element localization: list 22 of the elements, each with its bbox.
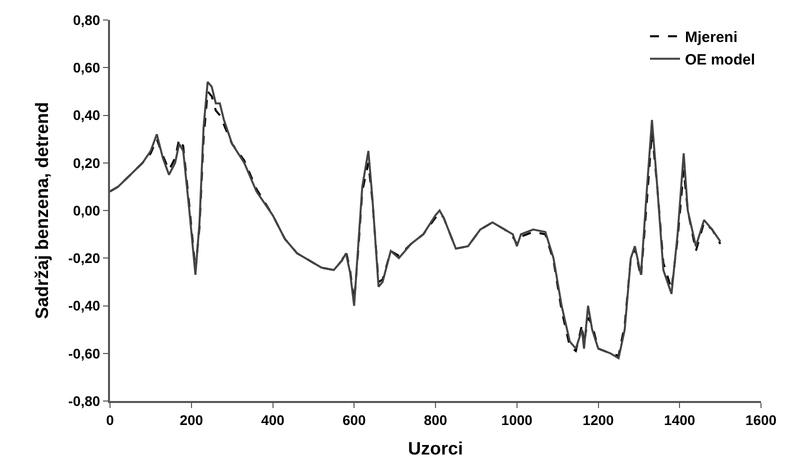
y-tick-label: 0,60: [72, 60, 100, 76]
x-tick-label: 1400: [664, 412, 696, 428]
x-tick-label: 0: [106, 412, 114, 428]
x-axis-title: Uzorci: [408, 438, 464, 458]
x-tick-label: 1000: [501, 412, 533, 428]
y-tick-label: 0,00: [72, 202, 100, 218]
legend-label: Mjereni: [685, 29, 738, 46]
y-tick-label: -0,80: [68, 392, 100, 409]
legend-label: OE model: [685, 52, 756, 69]
y-tick-label: -0,20: [68, 250, 100, 266]
y-tick-label: -0,40: [68, 298, 100, 314]
y-axis-title: Sadržaj benzena, detrend: [32, 102, 52, 320]
y-tick-label: 0,40: [72, 107, 100, 124]
y-tick-label: 0,20: [72, 154, 100, 171]
x-tick-label: 1600: [745, 412, 777, 428]
y-tick-label: -0,60: [68, 345, 100, 362]
x-tick-label: 1200: [582, 412, 614, 428]
x-tick-label: 400: [261, 412, 285, 428]
x-tick-label: 800: [424, 412, 448, 428]
x-tick-label: 600: [342, 412, 366, 428]
x-tick-label: 200: [180, 412, 204, 428]
y-tick-label: 0,80: [72, 12, 100, 28]
